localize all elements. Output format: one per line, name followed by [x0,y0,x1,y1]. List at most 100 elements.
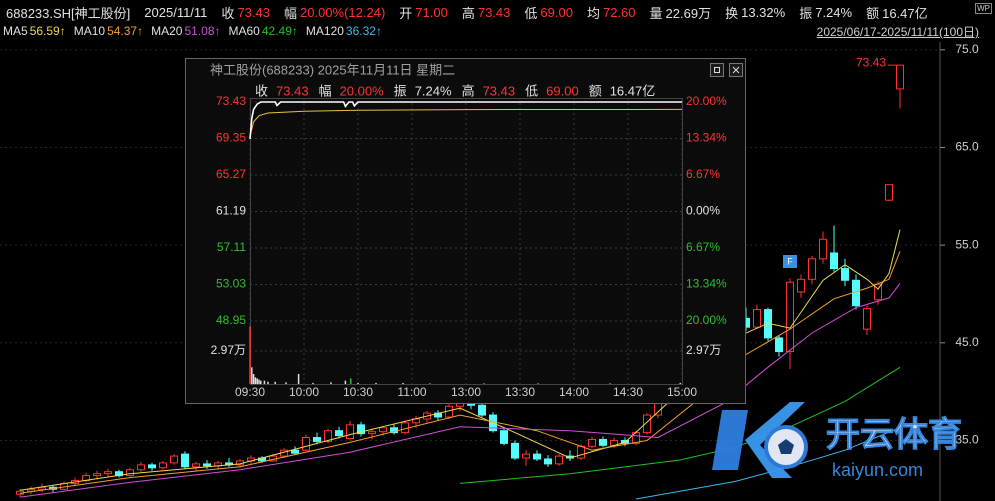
max-label: 73.43 [856,55,886,69]
field-value: 72.60 [602,4,636,20]
legend-name: MA120 [305,24,344,38]
popup-title: 神工股份(688233) 2025年11月11日 星期二 [210,62,455,77]
candle-body [544,458,552,465]
x-tick-label: 13:00 [451,385,481,399]
field-label: 量 [649,5,663,21]
y-tick-label: 35.0 [955,433,979,447]
candle-body [159,462,167,469]
volume-bar [274,381,276,384]
candle-body [126,469,134,477]
y-tick-label: 73.43 [216,94,246,108]
date-range[interactable]: 2025/06/17-2025/11/11(100日) [816,25,979,39]
field-label: 额 [866,5,880,21]
info-label: 振 [394,83,407,98]
legend-name: MA10 [73,24,106,38]
field-value: 20.00%(12.24) [300,4,386,20]
y-tick-label: 65.27 [216,167,246,181]
x-tick-label: 14:00 [559,385,589,399]
volume-bar [249,326,251,384]
x-tick-label: 09:30 [235,385,265,399]
candle-body [511,442,519,459]
y-tick-label: 57.11 [217,240,246,254]
info-value: 73.43 [483,83,516,98]
field-value: 22.69万 [665,5,712,21]
candle-body [841,268,849,281]
info-label: 额 [589,83,602,98]
candle-body [808,258,816,280]
volume-bar [251,367,253,384]
candle-body [500,430,508,444]
y-tick-label: 45.0 [955,335,979,349]
candle-body [313,437,321,442]
ma-legend: MA5 56.59↑ MA10 54.37↑ MA20 51.08↑ MA60 42.49↑ M… [3,22,382,40]
y-tick-label: 61.19 [216,204,246,218]
marker-box [783,255,797,268]
logo-k-arm [745,402,805,478]
volume-bar [375,382,377,384]
y-tick-label: 75.0 [955,42,979,56]
stock-code: 688233.SH[神工股份] [6,5,131,21]
y2-tick-label: 20.00% [686,313,727,327]
quote-header: 688233.SH[神工股份] 2025/11/11 收 73.43 幅 20.00%… [6,2,928,22]
info-label: 收 [255,83,268,98]
field-value: 71.00 [415,4,448,20]
candle-body [786,281,794,353]
watermark-brand: 开云体育 [826,416,962,454]
candle-body [93,473,101,477]
volume-bar [350,378,352,384]
field-label: 振 [799,5,813,21]
legend-value: 36.32↑ [345,24,382,38]
candle-body [302,437,310,451]
candle-body [577,445,585,459]
volume-bar [537,383,539,384]
x-tick-label: 13:30 [505,385,535,399]
volume-bar [256,378,258,384]
volume-bar [330,382,332,384]
volume-tick-label: 2.97万 [686,343,721,357]
field-value: 13.32% [741,4,786,20]
candle-body [819,238,827,260]
info-value: 20.00% [340,83,385,98]
y-tick-label: 69.35 [216,131,246,145]
candle-body [775,337,783,353]
x-tick-label: 11:00 [397,385,426,399]
candle-body [357,424,365,435]
y2-tick-label: 20.00% [686,94,727,108]
info-value: 7.24% [415,83,452,98]
popup-frame [185,58,746,404]
legend-value: 56.59↑ [29,24,66,38]
field-label: 换 [725,5,739,21]
info-value: 16.47亿 [610,83,656,98]
candle-body [181,453,189,468]
info-value: 69.00 [546,83,579,98]
ma-line [19,251,901,494]
field-label: 均 [586,5,600,21]
corner-icon[interactable]: WP [975,3,992,14]
volume-bar [402,382,404,384]
y-tick-label: 53.03 [216,277,246,291]
marker-text: F [787,256,793,266]
restore-button[interactable] [710,63,724,77]
logo-k-stem [712,410,748,470]
info-value: 73.43 [276,83,309,98]
info-label: 幅 [319,83,332,98]
legend-value: 42.49↑ [261,24,298,38]
candle-body [863,308,871,330]
candle-body [643,414,651,434]
legend-name: MA20 [151,24,183,38]
candle-body [137,464,145,471]
price-line [249,101,682,139]
field-label: 幅 [283,5,297,21]
y-tick-label: 48.95 [216,313,246,327]
y2-tick-label: 6.67% [686,167,720,181]
field-value: 16.47亿 [882,5,928,21]
ma-line [19,283,901,498]
candle-body [203,463,211,467]
volume-bar [609,383,611,384]
candle-body [599,438,607,446]
x-tick-label: 15:00 [667,385,697,399]
legend-name: MA60 [228,24,260,38]
info-label: 高 [462,83,475,98]
